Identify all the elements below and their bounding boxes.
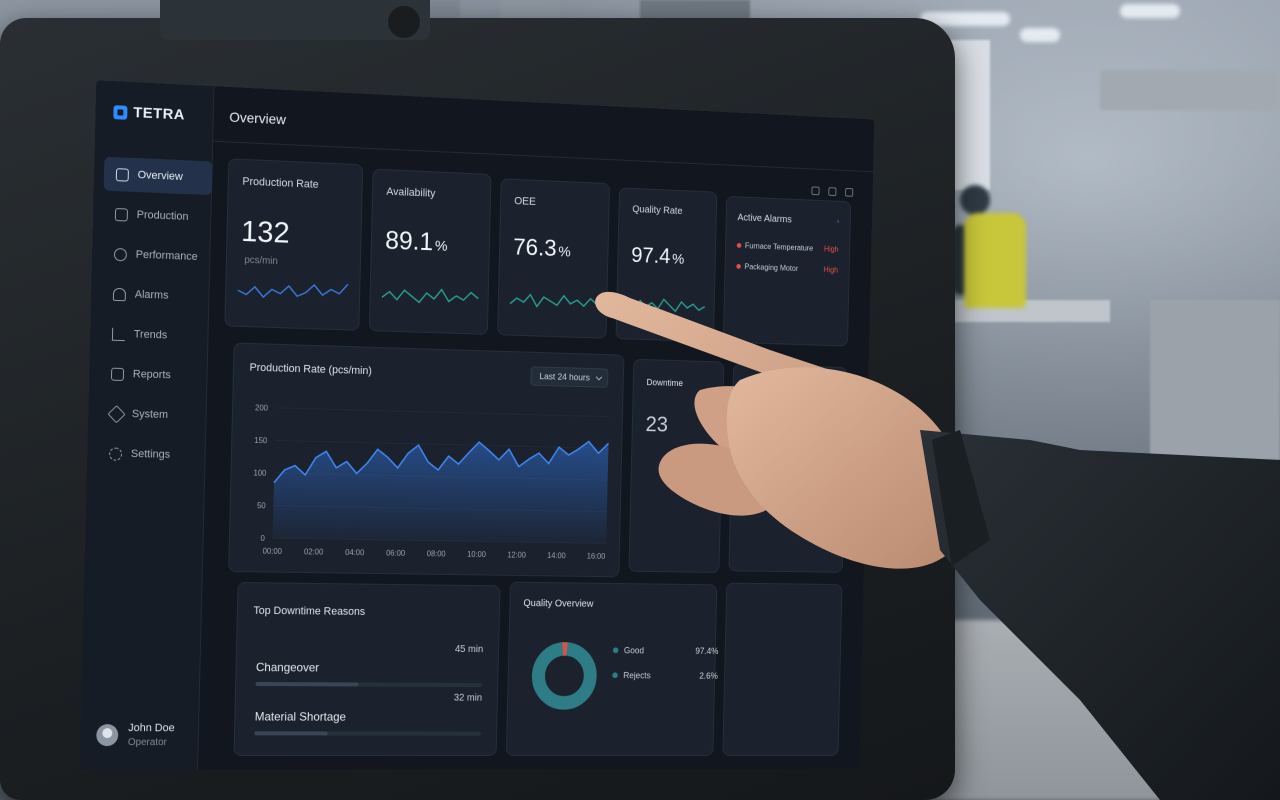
x-tick-label: 02:00 xyxy=(304,547,324,556)
reason-time: 45 min xyxy=(455,644,483,655)
view-all-link[interactable]: › xyxy=(837,217,840,226)
brand-logo[interactable]: TETRA xyxy=(113,103,185,123)
sidebar-item-overview[interactable]: Overview xyxy=(104,157,213,196)
trend-icon xyxy=(112,327,125,340)
brand-name: TETRA xyxy=(133,104,185,123)
tetra-logo-icon xyxy=(113,105,127,120)
alarm-severity: High xyxy=(824,245,839,254)
y-tick-label: 200 xyxy=(255,403,269,412)
sidebar-item-label: Performance xyxy=(136,249,198,263)
avatar xyxy=(96,724,118,746)
sidebar-item-trends[interactable]: Trends xyxy=(100,316,209,353)
sidebar-item-label: Production xyxy=(137,209,189,223)
gear-icon xyxy=(109,447,122,460)
header-icons xyxy=(811,186,853,196)
user-role: Operator xyxy=(128,737,175,748)
sidebar-item-label: System xyxy=(132,408,168,421)
alarm-item[interactable]: Furnace Temperature xyxy=(737,241,814,253)
top-downtime-reasons: Top Downtime Reasons Changeover 45 min M… xyxy=(233,582,500,756)
x-tick-label: 12:00 xyxy=(507,551,526,560)
sidebar-item-alarms[interactable]: Alarms xyxy=(101,276,210,314)
sidebar-item-reports[interactable]: Reports xyxy=(99,356,208,393)
reason-bar-fill xyxy=(254,731,328,735)
alarm-status-dot xyxy=(737,243,742,248)
x-tick-label: 00:00 xyxy=(263,547,283,556)
factory-icon xyxy=(115,208,128,221)
kpi-label: OEE xyxy=(514,195,536,208)
report-icon xyxy=(111,367,124,380)
sidebar-item-label: Alarms xyxy=(135,289,169,302)
machine-frame xyxy=(1100,70,1280,110)
user-profile[interactable]: John Doe Operator xyxy=(96,722,175,748)
y-tick-label: 100 xyxy=(253,469,267,478)
x-tick-label: 08:00 xyxy=(427,549,447,558)
sidebar: TETRA Overview Production Performance Al… xyxy=(80,80,215,770)
kpi-card-production-rate[interactable]: Production Rate 132 pcs/min xyxy=(224,158,363,330)
reason-bar-fill xyxy=(256,682,359,686)
y-tick-label: 50 xyxy=(257,501,266,510)
sidebar-item-system[interactable]: System xyxy=(98,396,207,433)
y-tick-label: 0 xyxy=(260,534,265,543)
ceiling-light xyxy=(1020,28,1060,42)
bracket-knob xyxy=(388,6,420,38)
reason-bar-track xyxy=(256,682,483,687)
kpi-value: 89.1% xyxy=(385,225,448,258)
page-title: Overview xyxy=(229,109,286,128)
reason-name: Changeover xyxy=(256,660,483,675)
sidebar-item-performance[interactable]: Performance xyxy=(102,237,211,275)
kpi-value: 132 xyxy=(241,215,292,251)
sparkline xyxy=(380,278,481,320)
reasons-title: Top Downtime Reasons xyxy=(253,605,365,618)
dashboard-icon xyxy=(116,168,129,182)
ceiling-light xyxy=(1120,4,1180,18)
alarm-status-dot xyxy=(736,264,741,269)
sidebar-item-production[interactable]: Production xyxy=(103,197,212,235)
sidebar-item-label: Reports xyxy=(133,368,171,381)
cube-icon xyxy=(107,405,125,423)
x-tick-label: 04:00 xyxy=(345,548,365,557)
kpi-unit: pcs/min xyxy=(244,255,278,267)
reason-name: Material Shortage xyxy=(255,710,482,724)
series-area xyxy=(273,434,609,544)
pointing-hand xyxy=(560,280,1280,800)
sidebar-item-label: Settings xyxy=(131,448,170,461)
display-icon[interactable] xyxy=(828,187,836,196)
gauge-icon xyxy=(114,247,127,260)
x-tick-label: 10:00 xyxy=(467,550,486,559)
downtime-reason-row[interactable]: Material Shortage 32 min xyxy=(254,710,481,736)
kpi-value: 76.3% xyxy=(513,234,571,263)
user-name: John Doe xyxy=(128,722,175,734)
reason-bar-track xyxy=(254,731,481,735)
downtime-reason-row[interactable]: Changeover 45 min xyxy=(256,660,483,687)
sidebar-item-label: Trends xyxy=(134,328,168,341)
notification-icon[interactable] xyxy=(811,186,819,195)
sparkline xyxy=(235,272,350,315)
alarm-item[interactable]: Packaging Motor xyxy=(736,262,798,273)
bell-icon xyxy=(113,287,126,300)
sidebar-item-settings[interactable]: Settings xyxy=(97,436,206,472)
kpi-label: Production Rate xyxy=(242,176,318,191)
x-tick-label: 06:00 xyxy=(386,549,406,558)
reason-time: 32 min xyxy=(454,693,482,704)
alarms-title: Active Alarms xyxy=(737,213,792,226)
fullscreen-icon[interactable] xyxy=(845,188,853,197)
alarm-severity: High xyxy=(823,265,838,274)
kpi-label: Quality Rate xyxy=(632,204,682,217)
kpi-label: Availability xyxy=(386,186,435,200)
sidebar-item-label: Overview xyxy=(138,169,183,183)
kpi-card-availability[interactable]: Availability 89.1% xyxy=(369,169,492,335)
kpi-value: 97.4% xyxy=(631,243,685,270)
y-tick-label: 150 xyxy=(254,436,268,445)
sidebar-nav: Overview Production Performance Alarms T… xyxy=(97,157,213,479)
